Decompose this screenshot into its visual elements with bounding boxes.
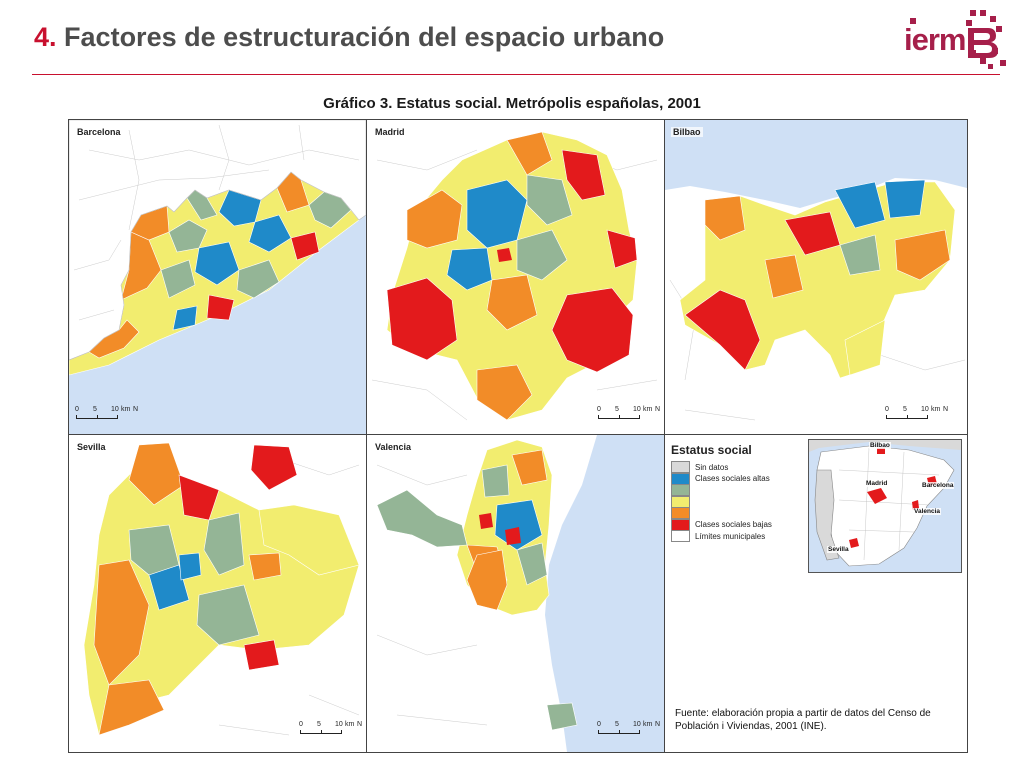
iermb-logo: ierm — [896, 8, 1008, 70]
legend-panel: Estatus social Sin datos Clases sociales … — [665, 435, 967, 752]
north-arrow-icon: N — [133, 406, 139, 413]
legend-label: Clases sociales bajas — [695, 520, 772, 529]
legend-item: Límites municipales — [671, 530, 765, 542]
legend-swatch — [671, 461, 690, 473]
inset-map-spain: Bilbao Madrid Barcelona Valencia Sevilla — [808, 439, 962, 573]
scale-bar: 0 5 10 km N — [73, 406, 143, 430]
slide-number: 4. — [34, 22, 57, 52]
scale-bar: 0 5 10 km N — [883, 406, 953, 430]
legend-swatch — [671, 472, 690, 485]
legend-swatch — [671, 530, 690, 542]
panel-sevilla: Sevilla 0 5 10 km N — [69, 435, 367, 752]
figure-title: Gráfico 3. Estatus social. Metrópolis es… — [323, 95, 701, 112]
panel-bilbao: Bilbao 0 5 10 km N — [665, 120, 967, 435]
map-barcelona — [69, 120, 366, 434]
legend-swatch — [671, 495, 690, 508]
source-note: Fuente: elaboración propia a partir de d… — [675, 708, 931, 732]
logo-text: ierm — [904, 22, 966, 57]
inset-label-madrid: Madrid — [865, 480, 889, 487]
map-valencia — [367, 435, 664, 752]
panel-title-sevilla: Sevilla — [75, 442, 108, 452]
inset-label-bilbao: Bilbao — [869, 442, 891, 449]
legend-swatch — [671, 518, 690, 531]
logo-dots-icon — [910, 10, 1006, 69]
inset-label-sevilla: Sevilla — [827, 546, 850, 553]
legend-title: Estatus social — [671, 443, 752, 457]
north-arrow-icon: N — [655, 406, 661, 413]
legend-item: Clases sociales bajas — [671, 518, 772, 531]
legend-item: Clases sociales altas — [671, 472, 770, 485]
north-arrow-icon: N — [943, 406, 949, 413]
scale-bar: 0 5 10 km N — [595, 721, 664, 745]
scale-bar: 0 5 10 km N — [595, 406, 664, 430]
legend-label: Clases sociales altas — [695, 474, 770, 483]
north-arrow-icon: N — [357, 721, 363, 728]
map-sevilla — [69, 435, 366, 752]
inset-label-barcelona: Barcelona — [921, 482, 955, 489]
legend-swatch — [671, 507, 690, 519]
legend-item — [671, 507, 695, 519]
legend-swatch — [671, 484, 690, 496]
slide-title: 4. Factores de estructuración del espaci… — [34, 22, 664, 53]
slide-title-text: Factores de estructuración del espacio u… — [64, 22, 665, 52]
panel-title-madrid: Madrid — [373, 127, 407, 137]
panel-barcelona: Barcelona 0 5 10 km N — [69, 120, 367, 435]
map-bilbao — [665, 120, 967, 434]
header-rule — [32, 74, 1000, 75]
legend-label: Límites municipales — [695, 531, 766, 541]
panel-title-bilbao: Bilbao — [671, 127, 703, 137]
map-frame: Barcelona 0 5 10 km N — [68, 119, 968, 753]
map-madrid — [367, 120, 664, 434]
scale-bar: 0 5 10 km N — [297, 721, 366, 745]
legend-label: Sin datos — [695, 462, 729, 472]
panel-madrid: Madrid 0 5 10 km N — [367, 120, 665, 435]
legend-item: Sin datos — [671, 461, 728, 473]
legend-item — [671, 484, 695, 496]
north-arrow-icon: N — [655, 721, 661, 728]
panel-title-barcelona: Barcelona — [75, 127, 123, 137]
inset-label-valencia: Valencia — [913, 508, 942, 515]
legend-item — [671, 495, 695, 508]
panel-title-valencia: Valencia — [373, 442, 414, 452]
panel-valencia: Valencia 0 5 10 km N — [367, 435, 665, 752]
